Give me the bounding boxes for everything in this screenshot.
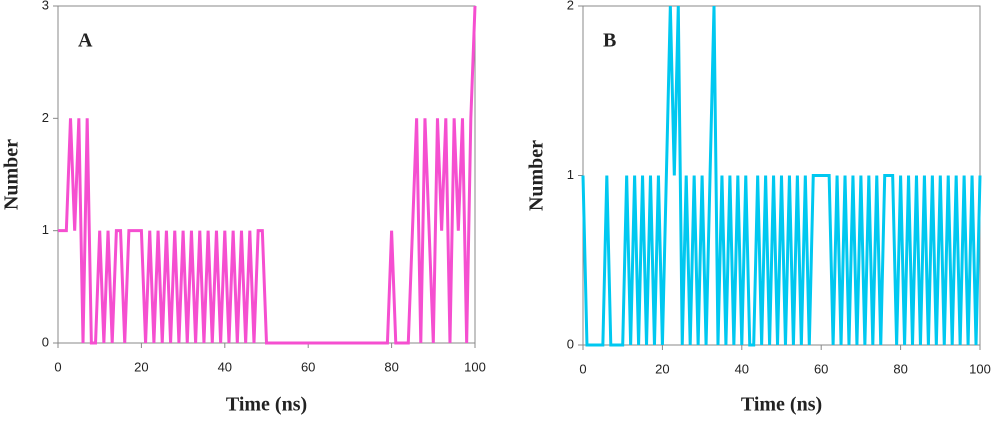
x-tick-label: 20: [134, 359, 148, 374]
y-tick-label: 3: [42, 0, 49, 12]
y-tick-label: 2: [567, 0, 574, 12]
y-axis-label: Number: [526, 140, 548, 211]
plot-frame: [57, 5, 476, 344]
x-tick-label: 0: [54, 359, 61, 374]
data-line: [58, 5, 477, 345]
x-tick-label: 0: [579, 361, 586, 376]
y-tick-label: 0: [567, 336, 574, 351]
panel-label: B: [603, 30, 616, 52]
x-tick-label: 100: [464, 359, 486, 374]
panel-label: A: [78, 30, 93, 52]
data-line: [581, 5, 982, 347]
x-tick-label: 60: [301, 359, 315, 374]
x-tick-label: 40: [735, 361, 749, 376]
x-tick-label: 80: [893, 361, 907, 376]
x-tick-label: 20: [655, 361, 669, 376]
y-tick-label: 0: [42, 334, 49, 349]
x-tick-label: 40: [218, 359, 232, 374]
x-tick-label: 80: [384, 359, 398, 374]
y-tick-label: 1: [42, 222, 49, 237]
x-tick-label: 60: [814, 361, 828, 376]
x-tick-label: 100: [969, 361, 991, 376]
y-tick-label: 1: [567, 167, 574, 182]
x-axis-label: Time (ns): [741, 394, 822, 416]
y-tick-label: 2: [42, 110, 49, 125]
x-axis-label: Time (ns): [226, 394, 307, 416]
y-axis-label: Number: [1, 139, 23, 210]
